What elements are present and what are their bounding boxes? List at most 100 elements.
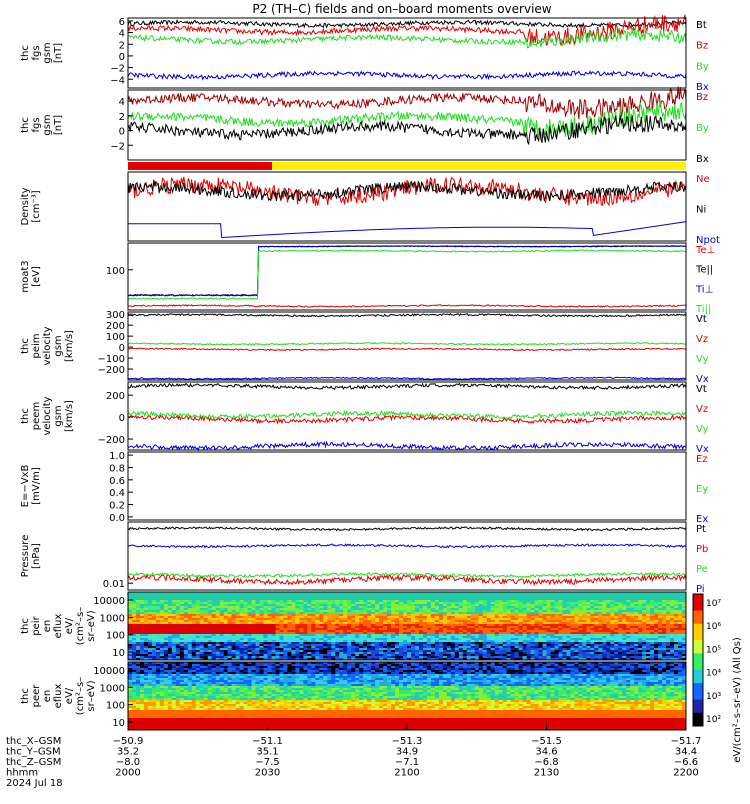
panel-ylabel: eflux xyxy=(53,614,64,639)
mode-bar-segment xyxy=(272,162,686,170)
panel-ylabel: (cm²–s– xyxy=(75,677,86,715)
panel-ylabel: en xyxy=(42,620,53,633)
legend-Pt: Pt xyxy=(696,524,706,535)
panel-ylabel: gsm xyxy=(53,335,64,356)
panel-bg xyxy=(128,522,686,590)
panel-ylabel: eV/ xyxy=(64,687,75,704)
y-tick-label: 10000 xyxy=(93,596,125,607)
legend-Ni: Ni xyxy=(696,205,706,216)
panel-ylabel: thc xyxy=(20,338,31,354)
y-tick-label: 0.8 xyxy=(109,463,125,474)
y-tick-label: 6 xyxy=(119,17,125,28)
legend-Ez: Ez xyxy=(696,454,708,465)
panel-ylabel: moat3 xyxy=(20,260,31,292)
legend-Ne: Ne xyxy=(696,174,710,185)
panel-ylabel: peir xyxy=(31,615,42,635)
panel-ylabel: [nPa] xyxy=(31,543,42,569)
y-tick-label: 200 xyxy=(106,321,125,332)
y-tick-label: 2 xyxy=(119,112,125,123)
panel-ylabel: fgs xyxy=(31,117,42,132)
panel-ylabel: thc xyxy=(20,688,31,704)
legend-Vz: Vz xyxy=(696,334,708,345)
panel-ylabel: peer xyxy=(31,684,42,708)
panel-ylabel: [nT] xyxy=(53,115,64,135)
panel-ylabel: peem xyxy=(31,402,42,430)
y-tick-label: 0 xyxy=(119,413,125,424)
y-tick-label: 0.4 xyxy=(109,488,125,499)
y-tick-label: 10 xyxy=(112,648,125,659)
panel-ylabel: thc xyxy=(20,117,31,133)
panel-ylabel: E=−VxB xyxy=(20,465,31,508)
panel-ylabel: [cm⁻³] xyxy=(31,190,42,222)
y-tick-label: −4 xyxy=(110,75,125,86)
panel-ylabel: en xyxy=(42,690,53,703)
y-tick-label: 0.01 xyxy=(103,579,125,590)
y-tick-label: 1.0 xyxy=(109,451,125,462)
panel-bg xyxy=(128,312,686,380)
legend-Ey: Ey xyxy=(696,484,708,495)
mode-bar-segment xyxy=(128,162,272,170)
legend-Pe: Pe xyxy=(696,564,708,575)
panel-ylabel: [eV] xyxy=(31,266,42,287)
panel-ylabel: eflux xyxy=(53,684,64,709)
y-tick-label: 0 xyxy=(119,127,125,138)
panel-ylabel: gsm xyxy=(42,42,53,63)
y-tick-label: 1000 xyxy=(100,613,125,624)
legend-Vt: Vt xyxy=(696,384,707,395)
y-tick-label: 0.6 xyxy=(109,476,125,487)
legend-Vt: Vt xyxy=(696,314,707,325)
legend-Ti⊥: Ti⊥ xyxy=(695,284,713,295)
plot-title: P2 (TH–C) fields and on–board moments ov… xyxy=(252,2,551,16)
panel-ylabel: Density xyxy=(20,187,31,225)
y-tick-label: 300 xyxy=(106,310,125,321)
y-tick-label: 0 xyxy=(119,52,125,63)
panel-pressure: Pressure[nPa] 0.01 Pt Pb Pe Pi xyxy=(20,522,708,595)
y-tick-label: 100 xyxy=(106,631,125,642)
legend-Bx: Bx xyxy=(696,154,709,165)
panel-ylabel: peim xyxy=(31,333,42,358)
legend-By: By xyxy=(696,61,709,72)
panel-ylabel: velocity xyxy=(42,326,53,365)
legend-Bt: Bt xyxy=(696,20,707,31)
panel-ylabel: gsm xyxy=(53,405,64,426)
y-tick-label: 0 xyxy=(119,343,125,354)
y-tick-label: 200 xyxy=(106,391,125,402)
y-tick-label: 4 xyxy=(119,29,125,40)
y-tick-label: 2 xyxy=(119,40,125,51)
y-tick-label: 100 xyxy=(106,332,125,343)
panel-ylabel: velocity xyxy=(42,396,53,435)
legend-By: By xyxy=(696,123,709,134)
panel-ylabel: [mV/m] xyxy=(31,467,42,505)
legend-Pb: Pb xyxy=(696,544,708,555)
panel-ylabel: thc xyxy=(20,618,31,634)
panel-ylabel: gsm xyxy=(42,114,53,135)
panel-ylabel: sr–eV) xyxy=(86,610,97,641)
y-tick-label: 4 xyxy=(119,97,125,108)
panel-ylabel: (cm²–s– xyxy=(75,607,86,645)
panel-ylabel: Pressure xyxy=(20,535,31,578)
legend-Pi: Pi xyxy=(696,584,705,595)
panel-ylabel: sr–eV) xyxy=(86,680,97,711)
panel-ylabel: thc xyxy=(20,45,31,61)
legend-Vy: Vy xyxy=(696,354,709,365)
legend-Te||: Te|| xyxy=(695,265,713,276)
legend-Vz: Vz xyxy=(696,404,708,415)
legend-Vy: Vy xyxy=(696,424,709,435)
legend-Te⊥: Te⊥ xyxy=(695,245,715,256)
panel-ylabel: thc xyxy=(20,408,31,424)
y-tick-label: −100 xyxy=(98,354,125,365)
panel-ylabel: [nT] xyxy=(53,43,64,63)
panel-ylabel: eV/ xyxy=(64,617,75,634)
panel-bg xyxy=(128,452,686,520)
panel-ylabel: fgs xyxy=(31,45,42,60)
